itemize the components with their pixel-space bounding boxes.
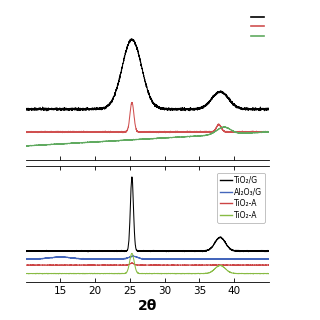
Legend: TiO₂/G, Al₂O₃/G, TiO₂-A, TiO₂-A: TiO₂/G, Al₂O₃/G, TiO₂-A, TiO₂-A bbox=[217, 172, 265, 223]
Legend: , , : , , bbox=[251, 13, 265, 40]
X-axis label: 2θ: 2θ bbox=[138, 299, 157, 313]
